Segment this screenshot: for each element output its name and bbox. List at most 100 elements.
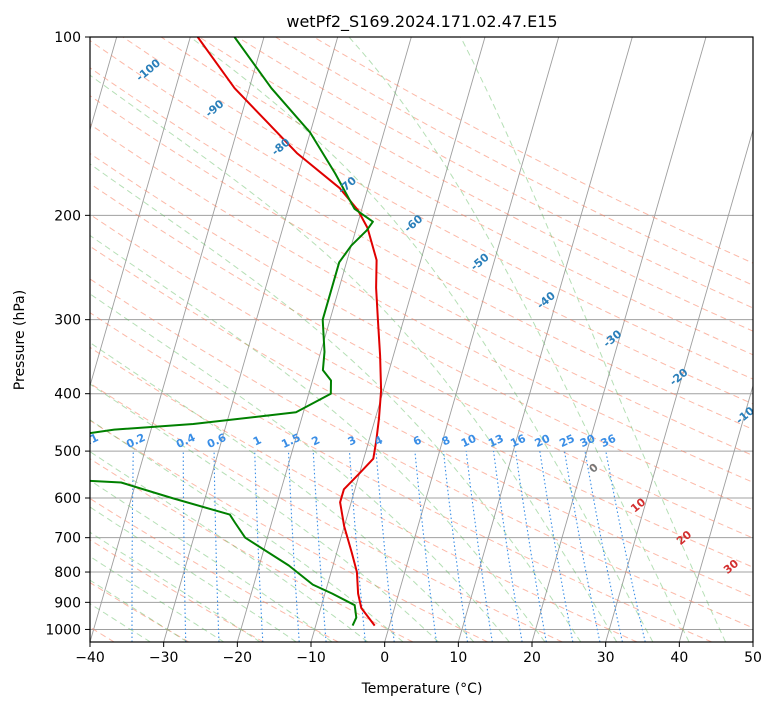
y-tick-label: 700	[54, 531, 81, 547]
x-tick-label: 10	[449, 650, 467, 666]
chart-title: wetPf2_S169.2024.171.02.47.E15	[286, 12, 557, 32]
dry-adiabat-line	[90, 213, 753, 568]
dry-adiabat-line	[90, 182, 753, 539]
moist-adiabat-line	[90, 234, 546, 642]
dry-adiabat-label: -90	[203, 97, 227, 120]
dry-adiabat-line	[90, 123, 753, 483]
dry-adiabat-line	[90, 67, 753, 431]
mixing-ratio-line	[539, 451, 574, 642]
mixing-ratio-label: 30	[578, 432, 598, 450]
moist-adiabat-line	[460, 37, 727, 642]
dry-adiabat-line	[90, 497, 339, 642]
dry-adiabat-label: -30	[601, 327, 625, 350]
mixing-ratio-line	[492, 451, 523, 642]
mixing-ratio-label: 20	[533, 432, 553, 450]
mixing-ratio-label: 16	[508, 432, 528, 450]
y-axis-label: Pressure (hPa)	[12, 290, 28, 390]
x-tick-label: −10	[296, 650, 326, 666]
moist-adiabat-line	[90, 74, 618, 642]
moist-adiabat-label: 20	[674, 528, 694, 548]
y-tick-label: 300	[54, 313, 81, 329]
dry-adiabat-line	[313, 37, 753, 264]
x-tick-label: −30	[149, 650, 179, 666]
moist-adiabat-line	[348, 37, 690, 642]
dry-adiabat-line	[90, 95, 753, 457]
mixing-ratio-label: 3	[346, 433, 358, 448]
dry-adiabat-label: -80	[269, 135, 293, 158]
x-tick-label: 30	[597, 650, 615, 666]
y-tick-label: 200	[54, 208, 81, 224]
y-tick-label: 400	[54, 387, 81, 403]
mixing-ratio-line	[584, 451, 623, 642]
isotherm-line	[457, 37, 633, 642]
mixing-ratio-label: 13	[486, 432, 505, 450]
x-tick-label: 50	[744, 650, 762, 666]
dry-adiabat-line	[160, 37, 753, 356]
dry-adiabat-line	[90, 582, 190, 642]
dry-adiabat-line	[198, 37, 753, 332]
mixing-ratio-label: 36	[599, 432, 619, 450]
moist-adiabat-line	[90, 419, 404, 642]
moist-adiabat-line	[90, 342, 475, 642]
dry-adiabat-line	[90, 40, 753, 405]
mixing-ratio-line	[465, 451, 493, 642]
y-tick-label: 500	[54, 444, 81, 460]
mixing-ratio-line	[414, 451, 437, 642]
moist-adiabat-label: 40	[769, 583, 775, 603]
isotherm-line	[90, 37, 191, 388]
isotherm-line	[163, 37, 339, 642]
plot-background	[82, 37, 753, 642]
mixing-ratio-line	[605, 450, 646, 642]
axes: −40 −30 −20 −10 0 10 20 30 40 5010020030040050060…	[45, 30, 762, 666]
mixing-ratio-label: 1	[251, 433, 263, 448]
temperature-profile-line	[196, 37, 383, 627]
moist-adiabat-line	[90, 163, 582, 642]
mixing-ratio-line	[563, 451, 601, 642]
mixing-ratio-line	[515, 451, 547, 642]
dry-adiabat-line	[237, 37, 753, 309]
dry-adiabat-line	[90, 152, 753, 511]
isotherm-line	[605, 128, 753, 642]
mixing-ratio-line	[82, 451, 87, 642]
x-tick-label: 0	[380, 650, 389, 666]
y-tick-label: 800	[54, 565, 81, 581]
dry-adiabat-line	[122, 37, 753, 380]
moist-adiabat-line	[90, 579, 188, 642]
moist-adiabat-line	[90, 479, 333, 642]
mixing-ratio-label: 8	[440, 433, 452, 448]
isotherm-line	[752, 640, 753, 642]
dry-adiabat-line	[90, 382, 563, 642]
dewpoint-profile-line	[90, 37, 374, 627]
moist-adiabat-line	[90, 506, 297, 642]
moist-adiabat-line	[189, 37, 654, 642]
isotherm-line	[384, 37, 560, 642]
mixing-ratio-label: 25	[557, 432, 576, 450]
mixing-ratio-label: 10	[459, 432, 479, 450]
x-tick-label: −40	[75, 650, 105, 666]
moist-adiabat-line	[90, 383, 439, 642]
x-tick-label: 40	[670, 650, 688, 666]
mixing-ratio-label: 4	[372, 433, 385, 448]
dry-adiabat-label: -50	[468, 250, 492, 273]
isotherm-line	[678, 384, 753, 642]
dry-adiabat-line	[90, 278, 753, 629]
moist-adiabat-line	[90, 293, 510, 642]
y-tick-label: 900	[54, 595, 81, 611]
mixing-ratio-label: 0.4	[174, 431, 197, 451]
line-labels: 0.1 0.2 0.4 0.6 1 1.5 2 3 4 6 8 10 13 16 20 25 30 36-100-…	[77, 56, 775, 603]
dry-adiabat-line	[90, 346, 638, 642]
dry-adiabat-label: -70	[335, 174, 359, 197]
x-tick-label: −20	[223, 650, 253, 666]
mixing-ratio-line	[375, 451, 395, 642]
dry-adiabat-line	[90, 245, 753, 598]
dry-adiabat-line	[90, 458, 414, 642]
mixing-ratio-label: 6	[411, 433, 424, 448]
y-tick-label: 600	[54, 491, 81, 507]
mixing-ratio-label: 0.2	[124, 431, 147, 451]
moist-adiabat-line	[90, 451, 368, 642]
x-axis-label: Temperature (°C)	[361, 681, 483, 697]
mixing-ratio-line	[442, 451, 469, 642]
mixing-ratio-label: 0.1	[77, 431, 100, 451]
y-tick-label: 1000	[45, 622, 81, 638]
